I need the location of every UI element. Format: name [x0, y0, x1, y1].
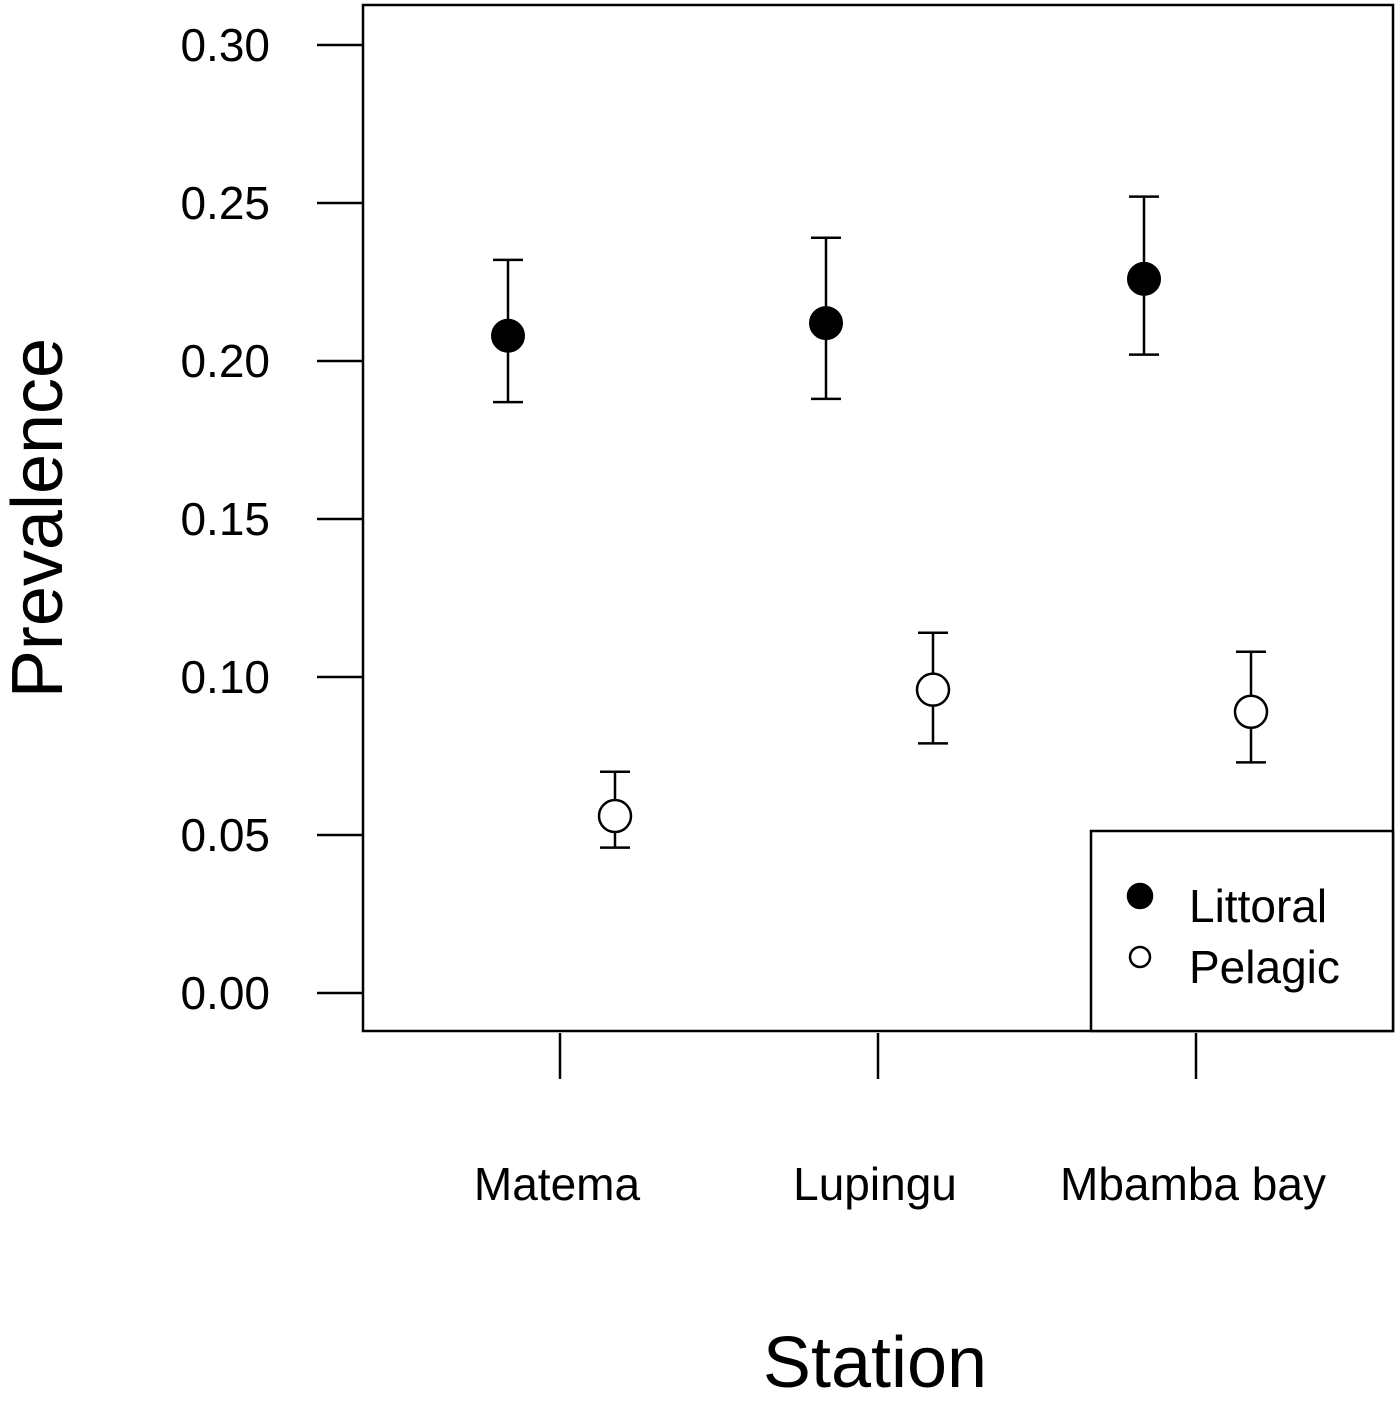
data-point	[915, 672, 951, 707]
data-point	[1233, 694, 1269, 730]
data-point	[491, 318, 525, 353]
data-point	[597, 798, 633, 834]
x-tick-label: Mbamba bay	[1060, 1158, 1326, 1210]
data-marks-layer	[491, 195, 1269, 849]
y-tick-label: 0.25	[180, 177, 270, 229]
legend-label: Littoral	[1189, 880, 1327, 932]
y-tick-label: 0.05	[180, 809, 270, 861]
legend-box	[1089, 829, 1395, 1033]
legend: Littoral Pelagic	[1089, 829, 1395, 1033]
legend-label: Pelagic	[1189, 941, 1340, 993]
y-tick-label: 0.20	[180, 335, 270, 387]
axes-layer: 0.00 0.05 0.10 0.15 0.20 0.25 0.30 Matema Luping…	[180, 3, 1395, 1210]
legend-marker	[1128, 945, 1152, 969]
x-tick-label: Lupingu	[793, 1158, 957, 1210]
y-tick-label: 0.10	[180, 651, 270, 703]
y-tick-label: 0.30	[180, 19, 270, 71]
y-tick-label: 0.15	[180, 493, 270, 545]
x-axis-title: Station	[763, 1323, 987, 1397]
legend-marker	[1126, 882, 1154, 910]
data-point	[809, 306, 843, 341]
x-tick-label: Matema	[474, 1158, 641, 1210]
data-point	[1127, 261, 1161, 296]
y-tick-label: 0.00	[180, 967, 270, 1019]
y-axis-title: Prevalence	[0, 338, 78, 698]
